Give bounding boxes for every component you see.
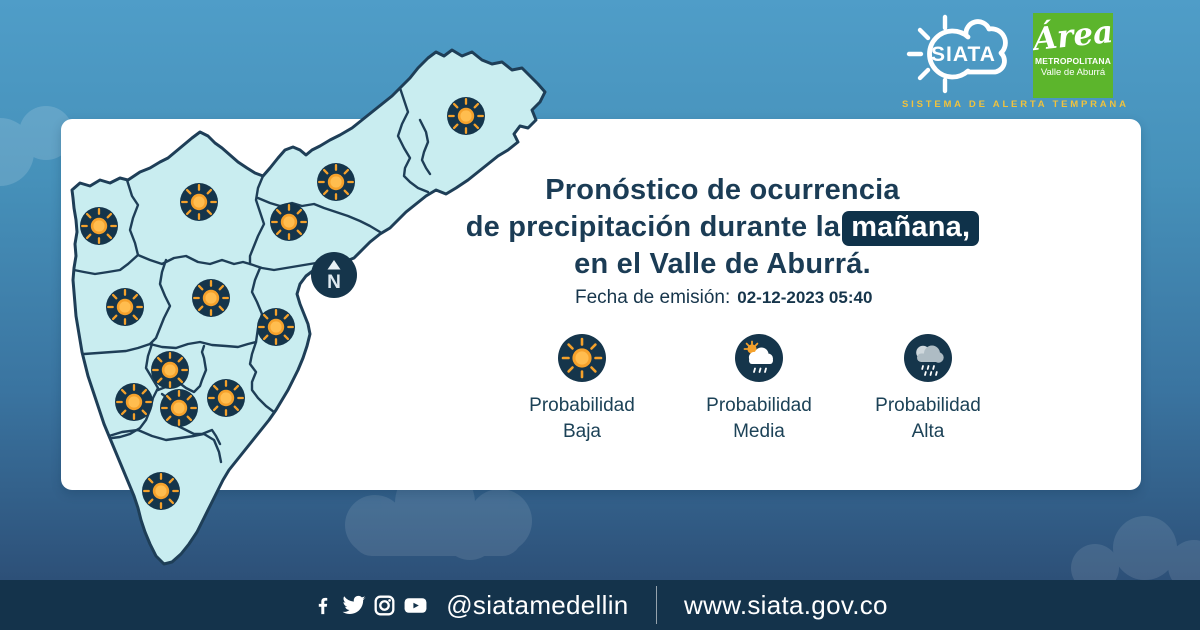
- facebook-icon[interactable]: [312, 594, 334, 616]
- emission-date: Fecha de emisión: 02-12-2023 05:40: [575, 287, 872, 309]
- sun-marker: [180, 183, 218, 221]
- title-line-1: Pronóstico de ocurrencia: [545, 174, 900, 206]
- sun-cloud-rain-icon: [735, 334, 783, 382]
- sun-marker: [115, 383, 153, 421]
- footer-divider: [655, 586, 658, 624]
- website-link[interactable]: www.siata.gov.co: [684, 589, 888, 620]
- sun-icon: [558, 334, 606, 382]
- weather-markers: [80, 97, 485, 510]
- social-handle[interactable]: @siatamedellin: [446, 589, 629, 620]
- legend-probability-high: Probabilidad Alta: [838, 332, 1018, 445]
- sun-marker: [142, 472, 180, 510]
- compass-label: N: [327, 272, 341, 293]
- aburra-valley-map: N: [70, 48, 547, 566]
- sun-marker: [447, 97, 485, 135]
- title-line-3: en el Valle de Aburrá.: [574, 248, 871, 280]
- sun-marker: [160, 389, 198, 427]
- north-compass: N: [311, 252, 357, 298]
- sun-marker: [207, 379, 245, 417]
- footer-bar: @siatamedellin www.siata.gov.co: [0, 580, 1200, 630]
- area-metropolitana-logo: Área METROPOLITANA Valle de Aburrá: [1033, 13, 1113, 98]
- siata-tagline: SISTEMA DE ALERTA TEMPRANA: [902, 99, 1129, 110]
- title-line-2: de precipitación durante la mañana,: [430, 209, 1015, 246]
- forecast-title: Pronóstico de ocurrencia de precipitació…: [430, 172, 1015, 283]
- sun-marker: [317, 163, 355, 201]
- legend-probability-low: Probabilidad Baja: [492, 332, 672, 445]
- sun-marker: [80, 207, 118, 245]
- emission-label: Fecha de emisión:: [575, 287, 731, 308]
- siata-wordmark: SIATA: [931, 43, 996, 66]
- rain-cloud-icon: [904, 334, 952, 382]
- brand-header: SIATA Área METROPOLITANA Valle de Aburrá…: [0, 0, 1200, 120]
- sun-marker: [106, 288, 144, 326]
- sun-marker: [270, 203, 308, 241]
- instagram-icon[interactable]: [373, 594, 396, 617]
- sun-marker: [257, 308, 295, 346]
- area-script-text: Área: [1033, 13, 1113, 59]
- emission-datetime: 02-12-2023 05:40: [737, 288, 873, 307]
- siata-logo: SIATA: [906, 14, 1008, 94]
- twitter-icon[interactable]: [341, 593, 366, 618]
- highlight-manana: mañana,: [842, 211, 980, 246]
- sun-marker: [192, 279, 230, 317]
- legend-probability-medium: Probabilidad Media: [669, 332, 849, 445]
- sun-marker: [151, 351, 189, 389]
- social-icons: [312, 593, 428, 618]
- youtube-icon[interactable]: [403, 593, 428, 618]
